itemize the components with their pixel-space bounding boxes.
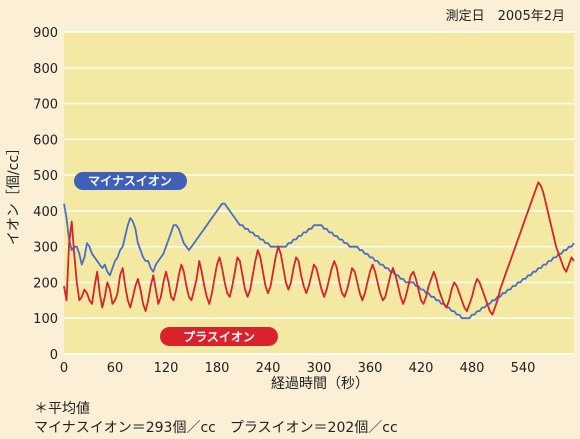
average-note-title: ＊平均値 (34, 401, 90, 417)
y-tick-label: 300 (33, 241, 58, 256)
x-tick-label: 180 (205, 361, 230, 376)
x-axis-title: 経過時間（秒） (271, 376, 369, 392)
x-tick-label: 120 (154, 361, 179, 376)
y-tick-label: 700 (33, 98, 58, 113)
plus-ion-series-line (63, 181, 575, 316)
minus-ion-label-text: マイナスイオン (88, 174, 172, 188)
average-note-values: マイナスイオン＝293個／cc プラスイオン＝202個／cc (34, 420, 398, 436)
x-tick-label: 480 (460, 361, 485, 376)
x-tick-label: 540 (511, 361, 536, 376)
plus-ion-label-badge (160, 327, 278, 346)
y-tick-label: 500 (33, 169, 58, 184)
y-tick-label: 800 (33, 62, 58, 77)
series-lines (63, 181, 575, 320)
y-tick-label: 0 (50, 348, 58, 363)
minus-ion-series-label: マイナスイオン (74, 172, 187, 190)
plus-ion-series-label: プラスイオン (160, 327, 278, 346)
y-tick-label: 100 (33, 312, 58, 327)
minus-ion-label-badge (74, 172, 187, 190)
x-tick-label: 420 (409, 361, 434, 376)
x-tick-label: 0 (60, 361, 68, 376)
plot-background (64, 32, 574, 354)
x-tick-label: 240 (256, 361, 281, 376)
y-tick-label: 200 (33, 276, 58, 291)
y-tick-labels: 0 100 200 300 400 500 600 700 800 900 (33, 26, 58, 363)
x-tick-label: 360 (358, 361, 383, 376)
plus-ion-label-text: プラスイオン (183, 329, 255, 344)
x-tick-label: 60 (107, 361, 124, 376)
measurement-date: 測定日 2005年2月 (446, 9, 565, 24)
y-axis-title: イオン［個/cc］ (6, 141, 22, 245)
y-tick-label: 400 (33, 205, 58, 220)
minus-ion-series-line (63, 202, 575, 320)
y-tick-label: 600 (33, 133, 58, 148)
y-tick-label: 900 (33, 26, 58, 41)
x-tick-label: 300 (307, 361, 332, 376)
x-tick-labels: 0 60 120 180 240 300 360 420 480 540 (60, 361, 536, 376)
